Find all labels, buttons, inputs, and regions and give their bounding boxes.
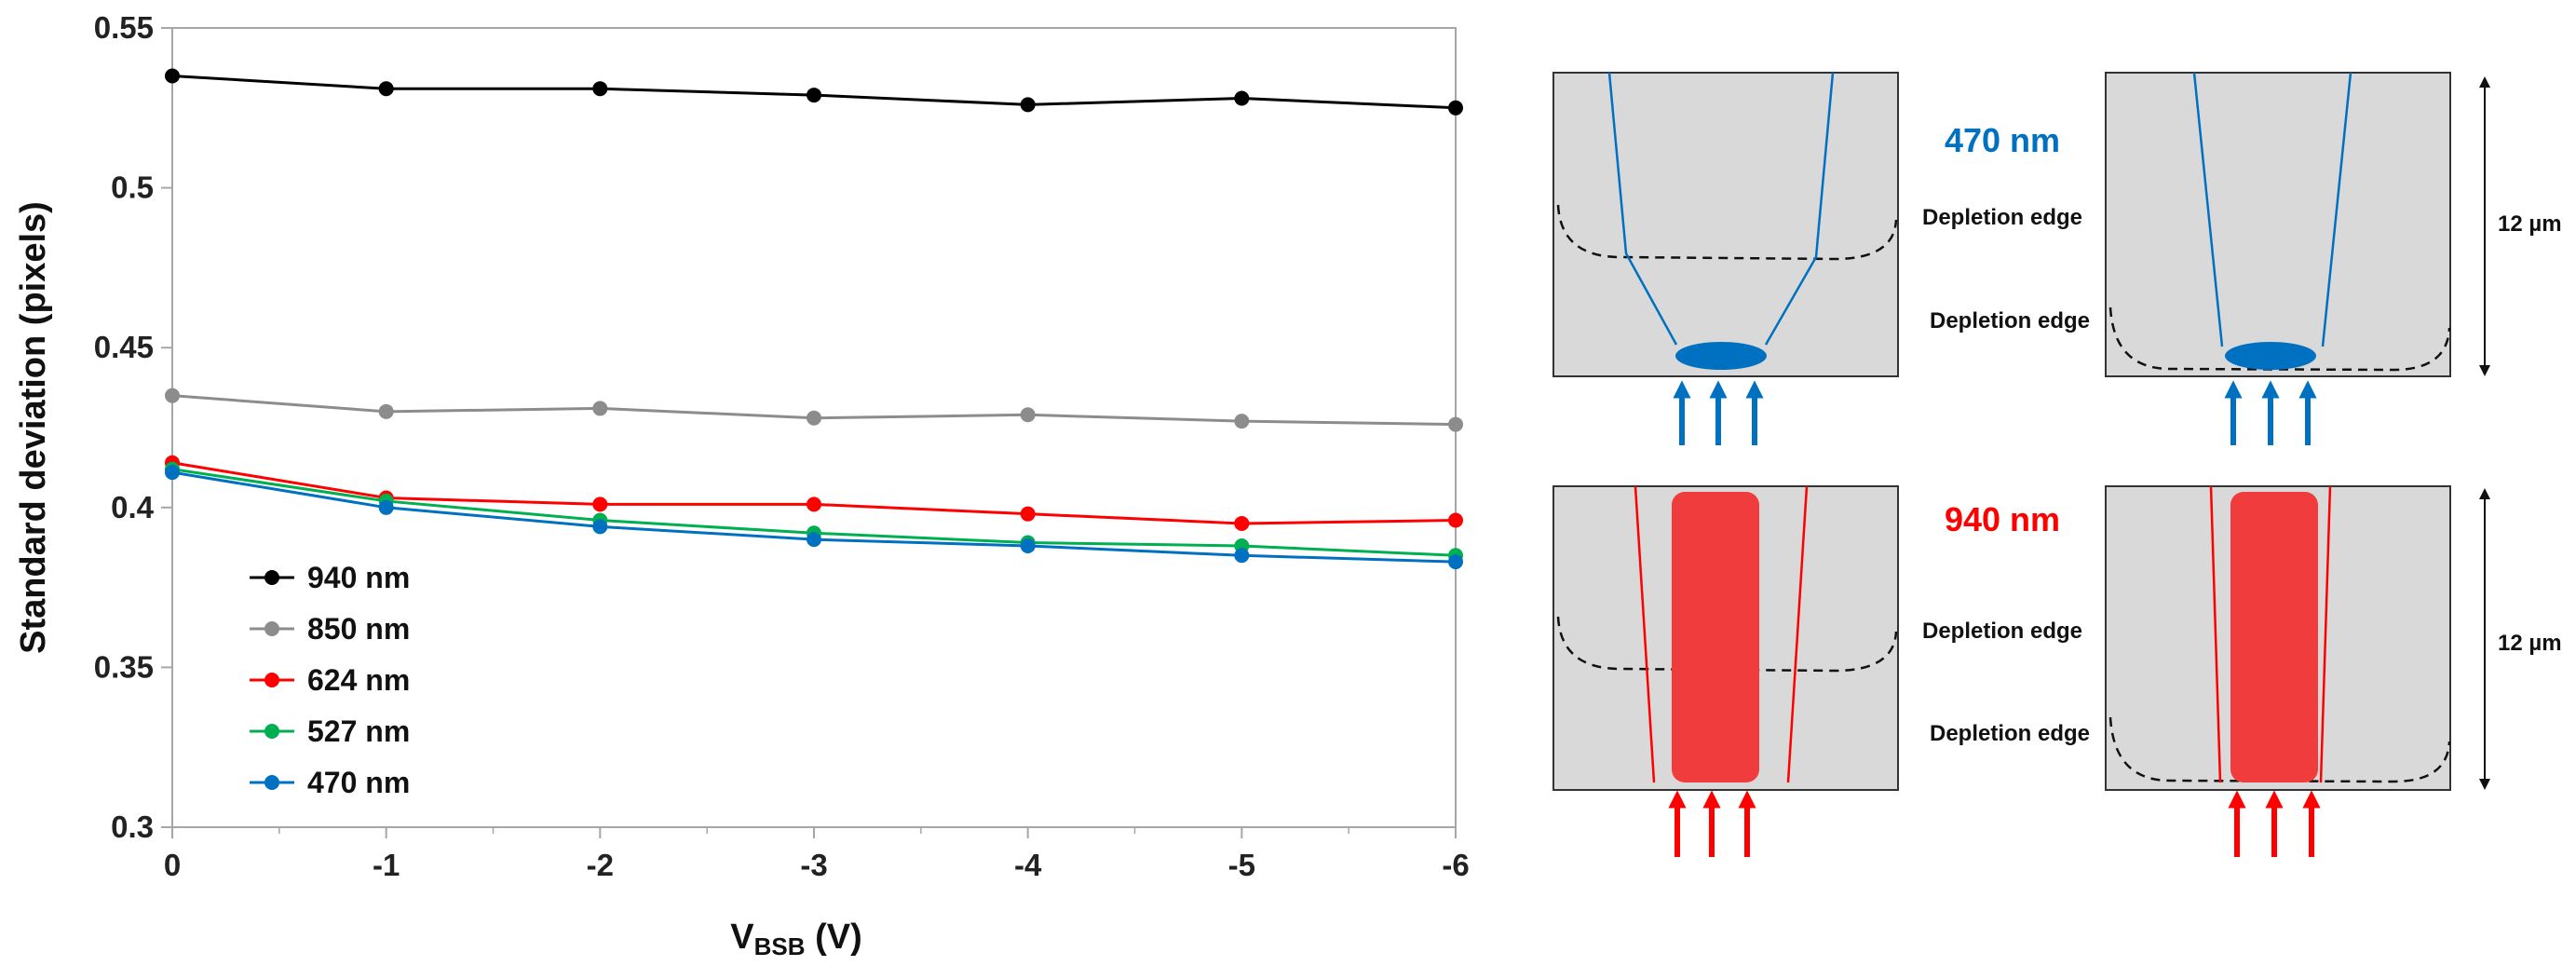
data-point-850-nm [807, 410, 821, 426]
data-point-850-nm [165, 388, 180, 403]
charge-cloud [1675, 342, 1767, 370]
diffusion-spread-left [2192, 72, 2224, 347]
data-point-940-nm [1448, 100, 1463, 116]
data-point-940-nm [1234, 90, 1250, 106]
data-point-850-nm [592, 401, 608, 416]
depletion-edge-label: Depletion edge [1922, 205, 2082, 230]
diffusion-spread-right [2321, 72, 2352, 347]
x-axis-title-main: V [730, 918, 754, 957]
x-tick-label: -5 [1228, 848, 1255, 882]
y-tick-label: 0.3 [111, 810, 154, 844]
charge-cloud [2225, 342, 2316, 370]
diagram-470-deep [2105, 72, 2451, 445]
diffusion-spread-right [2319, 485, 2332, 783]
thickness-label: 12 µm [2498, 211, 2562, 237]
y-axis-title: Standard deviation (pixels) [14, 201, 53, 654]
data-point-470-nm [165, 465, 180, 481]
legend-swatch-marker [264, 775, 279, 790]
y-tick-label: 0.4 [111, 490, 155, 524]
diffusion-spread-right [1764, 72, 1835, 346]
data-point-624-nm [1020, 506, 1036, 522]
depletion-edge-label: Depletion edge [1922, 619, 2082, 644]
x-tick-label: -4 [1014, 848, 1042, 882]
depletion-edge-line [1556, 616, 1898, 673]
x-tick-label: -1 [373, 848, 400, 882]
data-point-470-nm [1020, 537, 1036, 553]
data-point-940-nm [592, 81, 608, 97]
charge-column [1672, 492, 1759, 782]
legend-label: 940 nm [307, 561, 410, 594]
data-point-940-nm [807, 88, 821, 103]
data-point-624-nm [807, 497, 821, 512]
data-point-470-nm [1448, 554, 1463, 570]
depletion-edge-line [1556, 204, 1898, 261]
data-point-850-nm [1448, 416, 1463, 432]
data-point-624-nm [592, 497, 608, 512]
charge-column [2230, 492, 2318, 782]
legend-swatch-marker [264, 724, 279, 739]
thickness-label: 12 µm [2498, 631, 2562, 656]
legend-swatch-marker [264, 621, 279, 636]
series-points [165, 68, 1463, 570]
data-point-940-nm [165, 68, 180, 84]
line-chart: 0.3 0.35 0.4 0.45 0.5 0.55 0 -1 -2 -3 -4 -5 -6 Stan… [14, 10, 1470, 960]
legend: 940 nm 850 nm 624 nm 527 nm 470 nm [250, 561, 410, 799]
x-axis-title-sub: BSB [754, 932, 806, 960]
legend-label: 527 nm [307, 714, 410, 748]
legend-swatch-marker [264, 570, 279, 585]
data-point-470-nm [807, 532, 821, 548]
y-tick-label: 0.45 [94, 330, 154, 364]
diagram-940-deep [2105, 485, 2451, 857]
diffusion-spread-left [1634, 485, 1656, 783]
data-point-624-nm [1234, 515, 1250, 531]
data-point-850-nm [1234, 414, 1250, 429]
data-point-470-nm [1234, 548, 1250, 564]
legend-swatch-marker [264, 673, 279, 687]
legend-label: 624 nm [307, 663, 410, 697]
data-point-940-nm [1020, 97, 1036, 113]
silicon-panel [2105, 72, 2451, 377]
diagram-470-shallow [1552, 72, 1899, 445]
data-point-470-nm [378, 499, 394, 515]
data-point-850-nm [1020, 407, 1036, 423]
legend-label: 850 nm [307, 612, 410, 646]
plot-area [171, 27, 1457, 828]
diagram-940-shallow [1552, 485, 1899, 857]
y-tick-label: 0.55 [94, 10, 154, 45]
x-tick-label: -6 [1442, 848, 1469, 882]
diffusion-spread-left [2209, 485, 2222, 783]
diffusion-spread-left [1607, 72, 1678, 346]
y-tick-label: 0.35 [94, 649, 154, 684]
x-axis-title: VBSB (V) [730, 918, 861, 960]
data-point-470-nm [592, 519, 608, 535]
data-point-940-nm [378, 81, 394, 97]
depletion-diagrams: 470 nm 940 nm Depletion edge Depletion e… [1552, 72, 2562, 857]
x-tick-label: -3 [800, 848, 827, 882]
wavelength-label-470: 470 nm [1945, 121, 2060, 159]
wavelength-label-940: 940 nm [1945, 500, 2060, 538]
depletion-edge-label: Depletion edge [1930, 308, 2090, 333]
depletion-edge-line [2108, 306, 2451, 372]
x-tick-label: -2 [587, 848, 614, 882]
y-axis: 0.3 0.35 0.4 0.45 0.5 0.55 [94, 10, 172, 844]
data-point-624-nm [1448, 512, 1463, 528]
silicon-panel [1552, 72, 1899, 377]
x-axis: 0 -1 -2 -3 -4 -5 -6 [164, 827, 1470, 882]
diffusion-spread-right [1786, 485, 1809, 783]
data-point-850-nm [378, 403, 394, 419]
depletion-edge-line [2108, 716, 2451, 783]
legend-label: 470 nm [307, 766, 410, 799]
x-tick-label: 0 [164, 848, 181, 882]
y-tick-label: 0.5 [111, 170, 154, 205]
x-axis-title-unit: (V) [806, 918, 862, 957]
depletion-edge-label: Depletion edge [1930, 721, 2090, 746]
